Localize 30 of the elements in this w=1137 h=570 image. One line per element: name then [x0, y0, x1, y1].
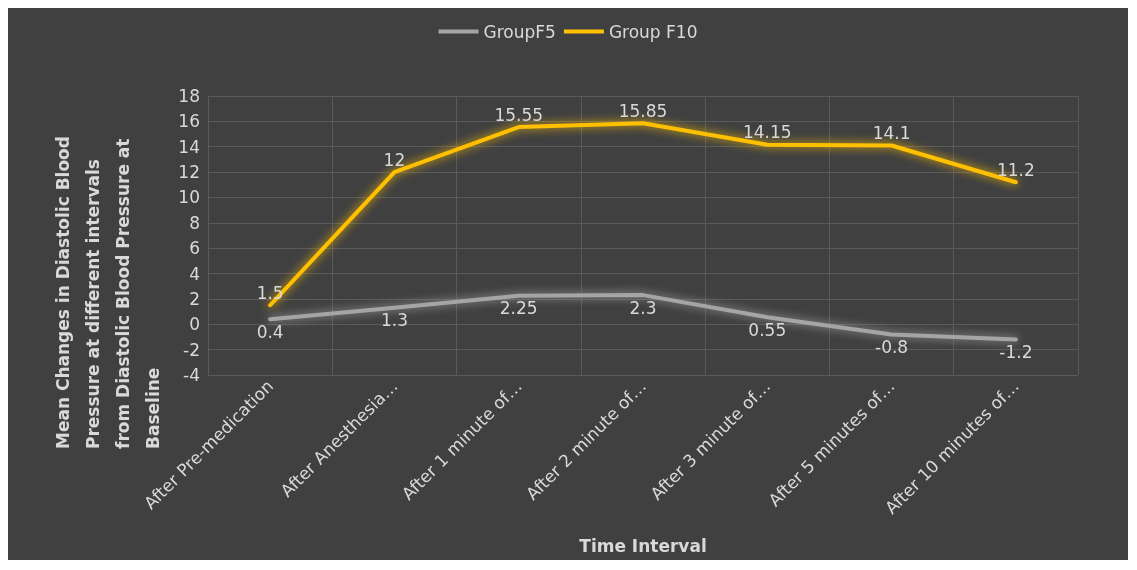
data-label: 11.2 — [996, 159, 1035, 180]
y-tick-label: 10 — [178, 187, 200, 208]
data-label: 14.1 — [872, 122, 911, 143]
y-tick-label: 18 — [178, 86, 200, 106]
data-label: 2.25 — [499, 298, 538, 319]
legend-label: Group F10 — [608, 21, 698, 42]
data-label: 0.4 — [256, 321, 284, 342]
y-tick-label: -2 — [183, 339, 200, 360]
legend-label: GroupF5 — [483, 21, 556, 42]
data-label: 15.85 — [618, 100, 668, 121]
y-tick-label: 4 — [189, 263, 200, 284]
data-label: 14.15 — [742, 122, 792, 143]
data-label: -0.8 — [874, 336, 909, 357]
data-label: 2.3 — [629, 297, 657, 318]
y-tick-label: 12 — [178, 162, 200, 183]
y-tick-label: -4 — [183, 365, 200, 385]
y-tick-label: 14 — [178, 136, 200, 157]
data-label: 12 — [383, 149, 406, 170]
y-tick-label: 8 — [189, 212, 200, 233]
y-tick-label: 16 — [178, 111, 200, 132]
y-tick-label: 0 — [189, 314, 200, 335]
data-label: 0.55 — [748, 319, 787, 340]
data-label: 1.5 — [256, 282, 284, 303]
y-tick-label: 6 — [189, 238, 200, 259]
data-label: 1.3 — [380, 310, 408, 331]
y-tick-label: 2 — [189, 288, 200, 309]
y-axis-title: Mean Changes in Diastolic Blood Pressure at different intervals from Diastolic Blood Pressure at Baseline — [53, 130, 163, 449]
data-label: -1.2 — [999, 341, 1033, 362]
data-label: 15.55 — [494, 104, 544, 125]
x-axis-title: Time Interval — [579, 535, 707, 556]
